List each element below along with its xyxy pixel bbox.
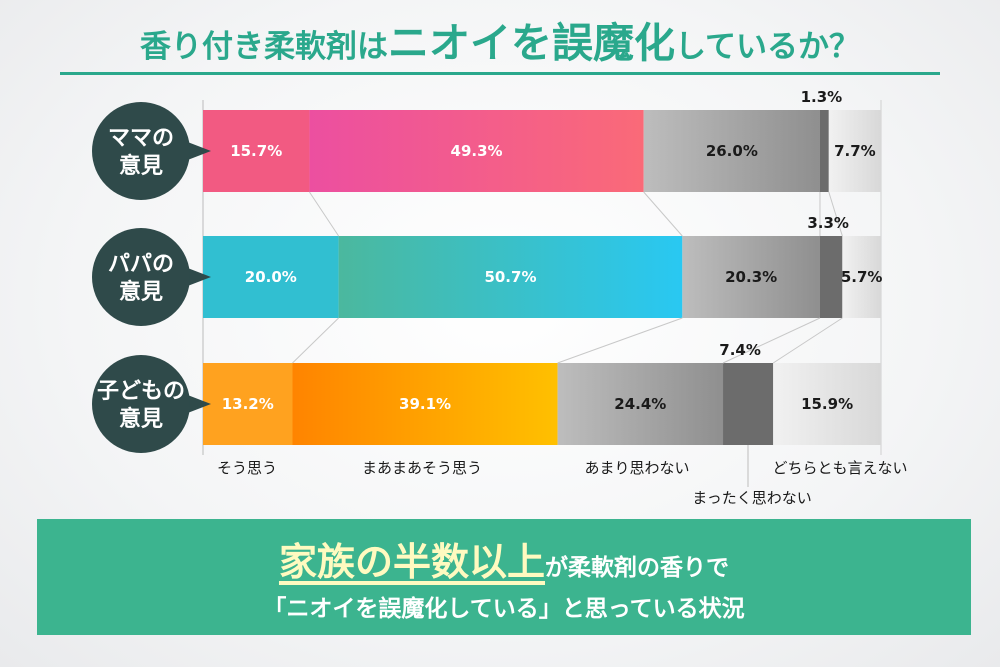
bar-r1-s5: [828, 110, 881, 192]
bar-r3-s5: [773, 363, 881, 445]
value-label-r3-s1: 13.2%: [222, 395, 274, 413]
summary-highlight: 家族の半数以上: [278, 540, 545, 584]
category-label-2-line1: パパの: [108, 252, 174, 277]
bar-r1-s4: [819, 110, 829, 192]
bar-r2-s4: [819, 236, 843, 318]
value-label-r1-s1: 15.7%: [230, 142, 282, 160]
category-pointer-3: [185, 394, 211, 414]
bar-r1-s3: [643, 110, 820, 192]
value-label-r3-s3: 24.4%: [614, 395, 666, 413]
bar-r2-s5: [842, 236, 881, 318]
value-label-r2-s1: 20.0%: [245, 268, 297, 286]
value-label-r3-s5: 15.9%: [801, 395, 853, 413]
title-part2: ニオイを誤魔化: [387, 19, 675, 67]
bar-r2-s2: [338, 236, 683, 318]
category-label-2-line2: 意見: [119, 279, 163, 305]
title-part1: 香り付き柔軟剤は: [139, 29, 388, 65]
legend-label-5: どちらとも言えない: [772, 459, 907, 477]
title-part3: しているか？: [674, 29, 861, 65]
category-label-3-line1: 子どもの: [97, 379, 185, 404]
legend-label-1: そう思う: [217, 459, 277, 477]
category-label-1-line1: ママの: [108, 126, 174, 151]
category-pointer-2: [185, 267, 211, 287]
value-label-r2-s5: 5.7%: [841, 268, 883, 286]
value-label-r3-s2: 39.1%: [399, 395, 451, 413]
connector-r1-b2: [643, 191, 683, 237]
connector-r2-b3: [722, 317, 821, 364]
connector-r2-b1: [292, 317, 339, 364]
summary-banner: 家族の半数以上が柔軟剤の香りで 「ニオイを誤魔化している」と思っている状況: [37, 519, 971, 635]
bar-r1-s1: [203, 110, 310, 192]
category-label-1-line2: 意見: [119, 153, 163, 179]
chart-title: 香り付き柔軟剤はニオイを誤魔化しているか？: [60, 14, 940, 75]
value-label-r1-s3: 26.0%: [706, 142, 758, 160]
value-label-r1-s4: 1.3%: [801, 88, 843, 106]
bar-r3-s4: [723, 363, 774, 445]
bar-r3-s1: [203, 363, 293, 445]
value-label-r2-s2: 50.7%: [484, 268, 536, 286]
summary-rest: が柔軟剤の香りで: [545, 555, 729, 581]
value-label-r2-s4: 3.3%: [807, 214, 849, 232]
legend-label-3: あまり思わない: [584, 459, 689, 477]
value-label-r3-s4: 7.4%: [719, 341, 761, 359]
bar-r3-s3: [557, 363, 724, 445]
category-circle-1: [92, 102, 190, 200]
bar-r2-s3: [682, 236, 820, 318]
connector-r2-b4: [772, 317, 843, 364]
connector-r1-b1: [309, 191, 340, 237]
connector-r2-b2: [557, 317, 683, 364]
connector-r1-b4: [828, 191, 843, 237]
legend-label-4: まったく思わない: [692, 489, 811, 507]
value-label-r2-s3: 20.3%: [725, 268, 777, 286]
category-circle-2: [92, 228, 190, 326]
bar-r2-s1: [203, 236, 339, 318]
category-label-3-line2: 意見: [119, 406, 163, 432]
bar-r1-s2: [309, 110, 644, 192]
summary-line-1: 家族の半数以上が柔軟剤の香りで: [37, 531, 971, 586]
bar-r3-s2: [292, 363, 558, 445]
summary-line-2: 「ニオイを誤魔化している」と思っている状況: [263, 596, 745, 622]
category-circle-3: [92, 355, 190, 453]
legend-label-2: まあまあそう思う: [362, 459, 482, 477]
value-label-r1-s2: 49.3%: [451, 142, 503, 160]
value-label-r1-s5: 7.7%: [834, 142, 876, 160]
category-pointer-1: [185, 141, 211, 161]
